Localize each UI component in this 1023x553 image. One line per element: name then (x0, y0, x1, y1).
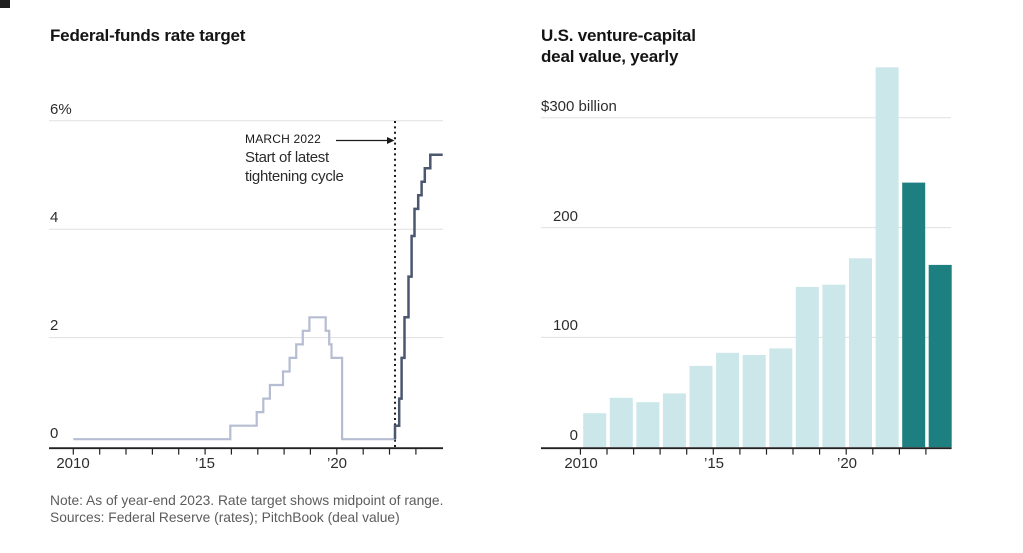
annotation-march-2022: MARCH 2022 (245, 132, 322, 146)
left-y-label-6: 6% (50, 101, 72, 118)
bar-2014 (689, 365, 713, 448)
left-x-label-15: ’15 (194, 455, 216, 472)
rate-line-tightening-cycle (393, 153, 443, 440)
right-chart-title-line2: deal value, yearly (541, 47, 679, 66)
bar-2019 (822, 284, 846, 448)
right-x-label-2010: 2010 (564, 455, 598, 472)
right-y-label-0: 0 (569, 427, 578, 444)
right-y-label-300: $300 billion (541, 98, 617, 115)
corner-crop-mark (0, 0, 10, 8)
left-y-label-4: 4 (50, 209, 59, 226)
annotation-line1: Start of latest (245, 149, 329, 166)
right-y-label-100: 100 (552, 317, 578, 334)
bar-2018 (795, 286, 819, 448)
left-x-label-20: ’20 (326, 455, 348, 472)
bar-2012 (636, 402, 660, 448)
right-chart-title-line1: U.S. venture-capital (541, 26, 696, 45)
bar-2016 (742, 355, 766, 448)
bar-2021 (875, 67, 899, 448)
bar-2011 (609, 397, 633, 448)
left-chart-title: Federal-funds rate target (50, 26, 246, 45)
bar-2017 (769, 348, 793, 448)
bar-2020 (849, 258, 872, 448)
bar-2022 (902, 182, 926, 448)
bar-2010 (583, 413, 607, 448)
right-y-label-200: 200 (552, 208, 578, 225)
left-x-label-2010: 2010 (56, 455, 90, 472)
bar-2023 (928, 264, 952, 448)
annotation-line2: tightening cycle (245, 168, 344, 185)
note-line: Note: As of year-end 2023. Rate target s… (50, 493, 444, 508)
annotation-arrow-head (387, 137, 395, 144)
sources-line: Sources: Federal Reserve (rates); PitchB… (50, 510, 400, 525)
right-x-label-15: ’15 (703, 455, 725, 472)
rate-line-pre-tightening (73, 316, 395, 441)
left-y-label-0: 0 (50, 425, 59, 442)
bar-2013 (662, 393, 686, 448)
right-x-label-20: ’20 (836, 455, 858, 472)
bar-2015 (716, 352, 740, 448)
left-y-label-2: 2 (50, 317, 59, 334)
